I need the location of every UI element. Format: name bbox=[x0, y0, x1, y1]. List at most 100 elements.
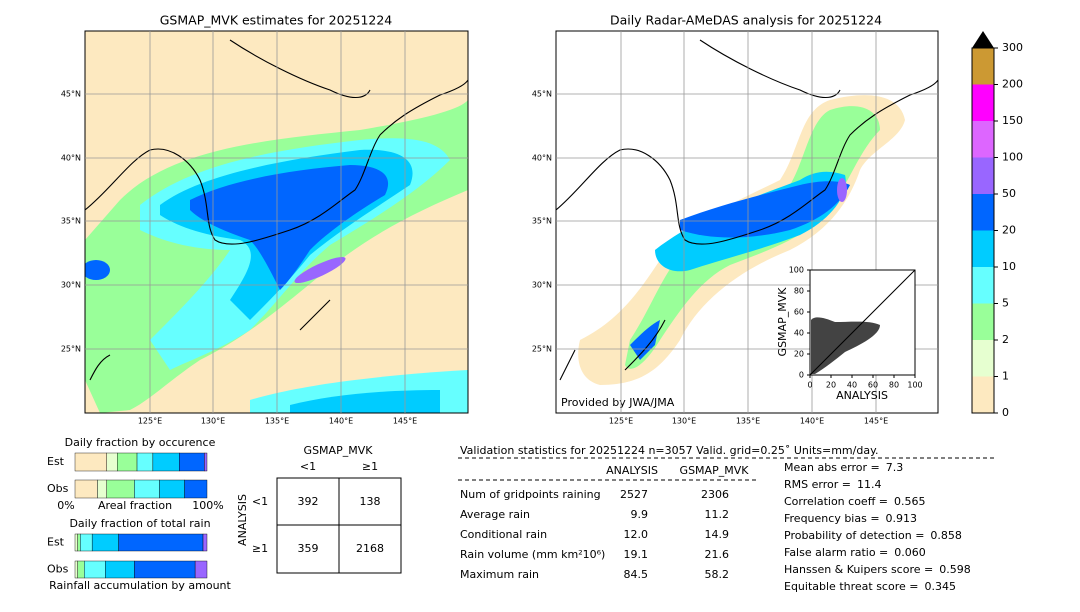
fraction-bar bbox=[134, 560, 196, 579]
fraction-bar bbox=[117, 452, 138, 472]
fraction-bar bbox=[159, 479, 185, 499]
panel-title: Daily fraction by occurence bbox=[65, 436, 216, 449]
cell: 138 bbox=[360, 495, 381, 508]
colorbar-label: 10 bbox=[1002, 260, 1016, 273]
fraction-bar bbox=[91, 533, 119, 552]
colorbar-label: 1 bbox=[1002, 370, 1009, 383]
lat-label: 45°N bbox=[61, 90, 81, 99]
fraction-bar bbox=[74, 452, 107, 472]
lon-label: 130°E bbox=[672, 417, 696, 426]
lon-label: 135°E bbox=[265, 417, 289, 426]
lat-label: 35°N bbox=[61, 217, 81, 226]
y-tick-label: 100 bbox=[789, 266, 804, 275]
x-tick-label: 40 bbox=[847, 381, 857, 390]
colorbar-label: 200 bbox=[1002, 78, 1023, 91]
map-title: GSMAP_MVK estimates for 20251224 bbox=[160, 13, 393, 28]
colorbar-label: 0 bbox=[1002, 406, 1009, 419]
y-tick-label: 80 bbox=[794, 287, 804, 296]
score-label: Equitable threat score = bbox=[784, 580, 918, 593]
fraction-bar bbox=[77, 533, 81, 552]
y-axis-label: GSMAP_MVK bbox=[776, 287, 789, 357]
lon-label: 130°E bbox=[201, 417, 225, 426]
axis-label: 0% bbox=[57, 499, 74, 512]
cell: 11.2 bbox=[705, 508, 730, 521]
cell: 21.6 bbox=[705, 548, 730, 561]
row-label: Rain volume (mm km²10⁶) bbox=[460, 548, 605, 561]
lon-label: 145°E bbox=[864, 417, 888, 426]
validation: Validation statistics for 20251224 n=305… bbox=[458, 444, 996, 481]
y-tick-label: 60 bbox=[794, 308, 804, 317]
scatter-inset: 0 20 40 60 80 100 0 20 40 60 80 100 ANALYSIS GSMAP_MV… bbox=[776, 266, 923, 403]
score-label: Mean abs error = bbox=[784, 461, 880, 474]
y-tick-label: 20 bbox=[794, 350, 804, 359]
colorbar-box bbox=[972, 303, 994, 340]
map-frame bbox=[84, 30, 469, 414]
row-label: Conditional rain bbox=[460, 528, 547, 541]
credit: Provided by JWA/JMA bbox=[561, 396, 675, 409]
colorbar-label: 5 bbox=[1002, 297, 1009, 310]
map-title: Daily Radar-AMeDAS analysis for 20251224 bbox=[610, 13, 882, 28]
score-value: 0.565 bbox=[894, 495, 926, 508]
colorbar-box bbox=[972, 121, 994, 158]
colorbar-box bbox=[972, 340, 994, 377]
score-value: 7.3 bbox=[886, 461, 904, 474]
score-value: 0.858 bbox=[930, 529, 962, 542]
score-label: RMS error = bbox=[784, 478, 851, 491]
axis-label: Rainfall accumulation by amount bbox=[49, 579, 231, 592]
fraction-bar bbox=[84, 560, 106, 579]
colorbar-box bbox=[972, 48, 994, 85]
row-label: Est bbox=[47, 536, 65, 549]
map-estimates: GSMAP_MVK estimates for 20251224 45°N 40°… bbox=[61, 13, 469, 426]
score-value: 0.060 bbox=[894, 546, 926, 559]
fraction-bar bbox=[179, 452, 205, 472]
contingency-table: GSMAP_MVK ANALYSIS bbox=[236, 444, 402, 574]
score-value: 11.4 bbox=[857, 478, 882, 491]
lat-label: 40°N bbox=[532, 154, 552, 163]
map-analysis: Daily Radar-AMeDAS analysis for 20251224… bbox=[532, 13, 939, 426]
cell: 2306 bbox=[701, 488, 729, 501]
fraction-bar bbox=[105, 560, 135, 579]
score-label: Probability of detection = bbox=[784, 529, 924, 542]
row-label: Num of gridpoints raining bbox=[460, 488, 601, 501]
score-value: 0.598 bbox=[939, 563, 971, 576]
fraction-bar bbox=[80, 533, 93, 552]
cell: 359 bbox=[298, 542, 319, 555]
point-cloud bbox=[811, 317, 880, 374]
lon-label: 125°E bbox=[138, 417, 162, 426]
colorbar-extend bbox=[972, 31, 994, 48]
column-header: ANALYSIS bbox=[606, 464, 658, 477]
axis-label: 100% bbox=[192, 499, 223, 512]
fraction-bar bbox=[74, 479, 98, 499]
fraction-bar bbox=[152, 452, 180, 472]
colorbar-box bbox=[972, 230, 994, 267]
map-frame bbox=[555, 30, 939, 414]
column-label: <1 bbox=[300, 460, 316, 473]
colorbar-label: 300 bbox=[1002, 41, 1023, 54]
y-tick-label: 0 bbox=[799, 371, 804, 380]
row-label: Maximum rain bbox=[460, 568, 539, 581]
fraction-bar bbox=[77, 560, 85, 579]
cell: 2168 bbox=[356, 542, 384, 555]
row-label: Obs bbox=[47, 482, 69, 495]
x-axis-label: ANALYSIS bbox=[836, 389, 888, 402]
x-tick-label: 60 bbox=[868, 381, 878, 390]
panel-title: Daily fraction of total rain bbox=[69, 517, 210, 530]
fraction-bar bbox=[194, 560, 208, 579]
lat-label: 25°N bbox=[532, 345, 552, 354]
cell: 9.9 bbox=[631, 508, 649, 521]
row-label: Obs bbox=[47, 563, 69, 576]
table-title: GSMAP_MVK bbox=[304, 444, 374, 457]
score-value: 0.345 bbox=[924, 580, 956, 593]
cell: 14.9 bbox=[705, 528, 730, 541]
row-label: Est bbox=[47, 455, 65, 468]
fraction-bar bbox=[74, 533, 78, 552]
colorbar-label: 20 bbox=[1002, 224, 1016, 237]
x-tick-label: 100 bbox=[907, 381, 922, 390]
cell: 392 bbox=[298, 495, 319, 508]
rain-field bbox=[85, 39, 468, 413]
row-label: Average rain bbox=[460, 508, 530, 521]
score-label: Correlation coeff = bbox=[784, 495, 888, 508]
lat-label: 40°N bbox=[61, 154, 81, 163]
cell: 84.5 bbox=[624, 568, 649, 581]
